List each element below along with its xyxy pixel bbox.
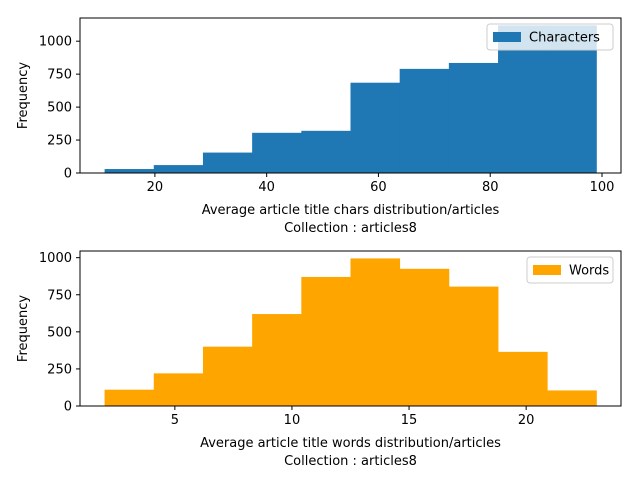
x-tick-label: 15 — [401, 413, 418, 428]
x-tick-label: 20 — [147, 180, 164, 195]
histogram-bar — [448, 62, 499, 173]
y-tick-label: 1000 — [39, 35, 72, 50]
y-tick-label: 0 — [64, 400, 72, 415]
legend-box — [526, 256, 614, 284]
x-tick-label: 80 — [482, 180, 499, 195]
y-tick-label: 500 — [47, 325, 72, 340]
y-axis-label: Frequency — [16, 62, 31, 129]
histogram-bar — [301, 276, 351, 406]
legend-label: Characters — [529, 31, 600, 46]
histogram-bar — [301, 130, 351, 173]
y-axis-label: Frequency — [16, 295, 31, 362]
x-tick-label: 40 — [258, 180, 275, 195]
histogram-bar — [104, 169, 155, 173]
legend-label: Words — [569, 264, 609, 279]
x-axis-label: Average article title chars distribution… — [202, 203, 500, 218]
y-tick-label: 750 — [47, 288, 72, 303]
x-tick-label: 100 — [590, 180, 615, 195]
legend-swatch — [493, 32, 521, 42]
legend: Characters — [486, 23, 614, 51]
histogram-bars — [104, 258, 597, 406]
histogram-bar — [498, 351, 548, 406]
histogram-bar — [399, 268, 450, 406]
y-tick-label: 500 — [47, 101, 72, 116]
y-tick-label: 750 — [47, 68, 72, 83]
legend: Words — [526, 256, 614, 284]
y-tick-label: 0 — [64, 167, 72, 182]
chart-2: 5 10 15 20 0 250 500 750 1000 Average article tit… — [16, 250, 622, 469]
y-tick-label: 250 — [47, 362, 72, 377]
x-tick-label: 60 — [370, 180, 387, 195]
histogram-bar — [252, 132, 302, 173]
histogram-bar — [153, 165, 204, 173]
histogram-bar — [350, 258, 401, 406]
histogram-bar — [104, 389, 155, 406]
y-tick-label: 250 — [47, 134, 72, 149]
x-axis-sublabel: Collection : articles8 — [284, 454, 417, 469]
x-tick-label: 5 — [171, 413, 179, 428]
histogram-bar — [399, 68, 450, 173]
histogram-bar — [202, 346, 253, 406]
y-tick-label: 1000 — [39, 251, 72, 266]
histogram-bar — [202, 152, 253, 173]
x-axis-sublabel: Collection : articles8 — [284, 221, 417, 236]
histogram-bar — [252, 314, 302, 406]
histogram-bar — [153, 373, 204, 406]
axes-frame — [79, 250, 622, 407]
legend-box — [486, 23, 614, 51]
legend-swatch — [533, 265, 561, 275]
x-tick-label: 10 — [284, 413, 301, 428]
axes-frame — [79, 17, 622, 174]
x-axis-label: Average article title words distribution… — [200, 436, 501, 451]
histogram-bar — [547, 390, 597, 406]
histogram-bar — [350, 82, 401, 173]
x-tick-label: 20 — [518, 413, 535, 428]
histogram-bar — [448, 286, 499, 406]
